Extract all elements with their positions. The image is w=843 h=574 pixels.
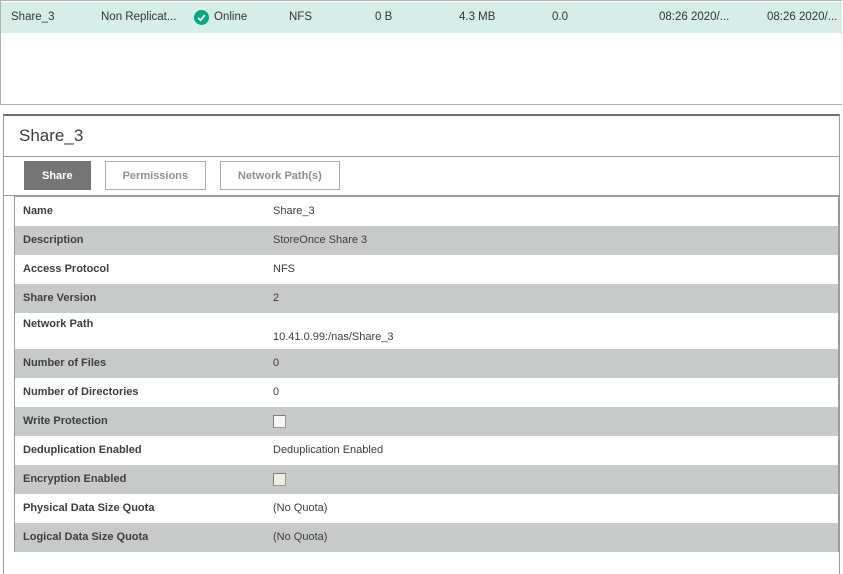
property-row-name: Name Share_3	[15, 197, 838, 226]
property-row-deduplication-enabled: Deduplication Enabled Deduplication Enabl…	[15, 436, 838, 465]
property-row-logical-data-size-quota: Logical Data Size Quota (No Quota)	[15, 523, 838, 552]
encryption-enabled-checkbox[interactable]	[273, 473, 286, 486]
property-label: Write Protection	[23, 415, 108, 427]
cell-size-on-disk: 4.3 MB	[459, 11, 496, 23]
property-row-share-version: Share Version 2	[15, 284, 838, 313]
table-empty-area	[1, 33, 842, 103]
tab-network-path-s[interactable]: Network Path(s)	[220, 161, 340, 190]
property-label: Number of Files	[23, 357, 107, 369]
cell-user-data-stored: 0 B	[375, 11, 393, 23]
tab-share[interactable]: Share	[24, 161, 91, 190]
shares-table: Share_3 Non Replicat... Online NFS 0 B 4…	[0, 0, 842, 105]
property-row-description: Description StoreOnce Share 3	[15, 226, 838, 255]
share-properties-table: Name Share_3 Description StoreOnce Share 3 A…	[14, 196, 839, 552]
property-label: Access Protocol	[23, 263, 110, 275]
property-label: Share Version	[23, 292, 97, 304]
cell-created-time: 08:26 2020/...	[659, 11, 730, 23]
property-row-network-path: Network Path 10.41.0.99:/nas/Share_3	[15, 313, 838, 349]
cell-replication-type: Non Replicat...	[101, 11, 177, 23]
property-row-access-protocol: Access Protocol NFS	[15, 255, 838, 284]
property-value: (No Quota)	[273, 502, 328, 514]
cell-status: Online	[194, 2, 247, 33]
property-label: Physical Data Size Quota	[23, 502, 155, 514]
property-label: Logical Data Size Quota	[23, 531, 149, 543]
property-row-physical-data-size-quota: Physical Data Size Quota (No Quota)	[15, 494, 838, 523]
cell-dedupe-ratio: 0.0	[552, 11, 568, 23]
property-value: Deduplication Enabled	[273, 444, 384, 456]
property-label: Network Path	[23, 318, 94, 330]
cell-modified-time: 08:26 2020/...	[767, 11, 838, 23]
table-row[interactable]: Share_3 Non Replicat... Online NFS 0 B 4…	[1, 2, 842, 33]
property-value: 0	[273, 357, 280, 369]
property-value: (No Quota)	[273, 531, 328, 543]
online-check-icon	[194, 10, 209, 25]
property-value: NFS	[273, 263, 295, 275]
write-protection-checkbox[interactable]	[273, 415, 286, 428]
property-value: Share_3	[273, 205, 315, 217]
property-label: Encryption Enabled	[23, 473, 127, 485]
cell-access-protocol: NFS	[289, 11, 312, 23]
status-label: Online	[214, 11, 248, 23]
tab-permissions[interactable]: Permissions	[104, 161, 206, 190]
property-row-number-of-directories: Number of Directories 0	[15, 378, 838, 407]
property-label: Description	[23, 234, 84, 246]
property-label: Number of Directories	[23, 386, 139, 398]
property-value: 0	[273, 386, 280, 398]
property-value: StoreOnce Share 3	[273, 234, 368, 246]
detail-title: Share_3	[4, 116, 839, 157]
property-label: Deduplication Enabled	[23, 444, 142, 456]
cell-share-name: Share_3	[11, 11, 55, 23]
property-row-number-of-files: Number of Files 0	[15, 349, 838, 378]
share-detail-panel: Share_3 Share Permissions Network Path(s) …	[3, 114, 840, 574]
property-value: 10.41.0.99:/nas/Share_3	[273, 331, 394, 343]
property-value: 2	[273, 292, 280, 304]
detail-tab-bar: Share Permissions Network Path(s)	[4, 157, 839, 196]
property-row-encryption-enabled: Encryption Enabled	[15, 465, 838, 494]
property-label: Name	[23, 205, 53, 217]
property-row-write-protection: Write Protection	[15, 407, 838, 436]
